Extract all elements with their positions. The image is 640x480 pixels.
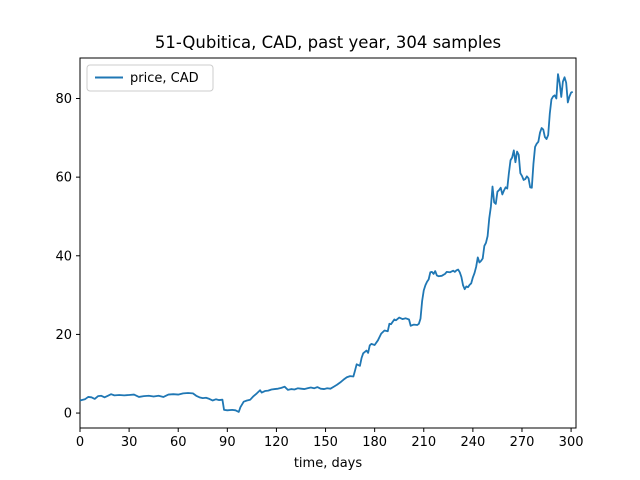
- x-tick-label: 300: [559, 435, 584, 450]
- x-tick-label: 150: [313, 435, 338, 450]
- x-tick-label: 180: [362, 435, 387, 450]
- x-tick-label: 270: [510, 435, 535, 450]
- x-tick-label: 90: [219, 435, 236, 450]
- legend-label: price, CAD: [130, 71, 199, 86]
- series-layer: [79, 73, 574, 413]
- plot-area: [79, 57, 577, 429]
- legend-box: [86, 64, 214, 92]
- x-axis: 0 30 60 90 120 150 180 210 240 270 300: [76, 428, 584, 450]
- x-tick-label: 0: [76, 435, 84, 450]
- plot-frame: [79, 57, 577, 429]
- x-tick-label: 30: [121, 435, 138, 450]
- series-line-0: [79, 73, 574, 413]
- y-tick-label: 40: [55, 249, 72, 264]
- y-axis: 0 20 40 60 80: [55, 92, 80, 422]
- y-tick-label: 60: [55, 171, 72, 186]
- x-axis-label: time, days: [294, 456, 363, 471]
- y-tick-label: 0: [64, 407, 72, 422]
- y-tick-label: 20: [55, 328, 72, 343]
- x-tick-label: 120: [264, 435, 289, 450]
- chart-title: 51-Qubitica, CAD, past year, 304 samples: [155, 33, 501, 52]
- x-tick-label: 60: [170, 435, 187, 450]
- y-tick-label: 80: [55, 92, 72, 107]
- x-tick-label: 240: [460, 435, 485, 450]
- x-tick-label: 210: [411, 435, 436, 450]
- legend: price, CAD: [86, 64, 214, 92]
